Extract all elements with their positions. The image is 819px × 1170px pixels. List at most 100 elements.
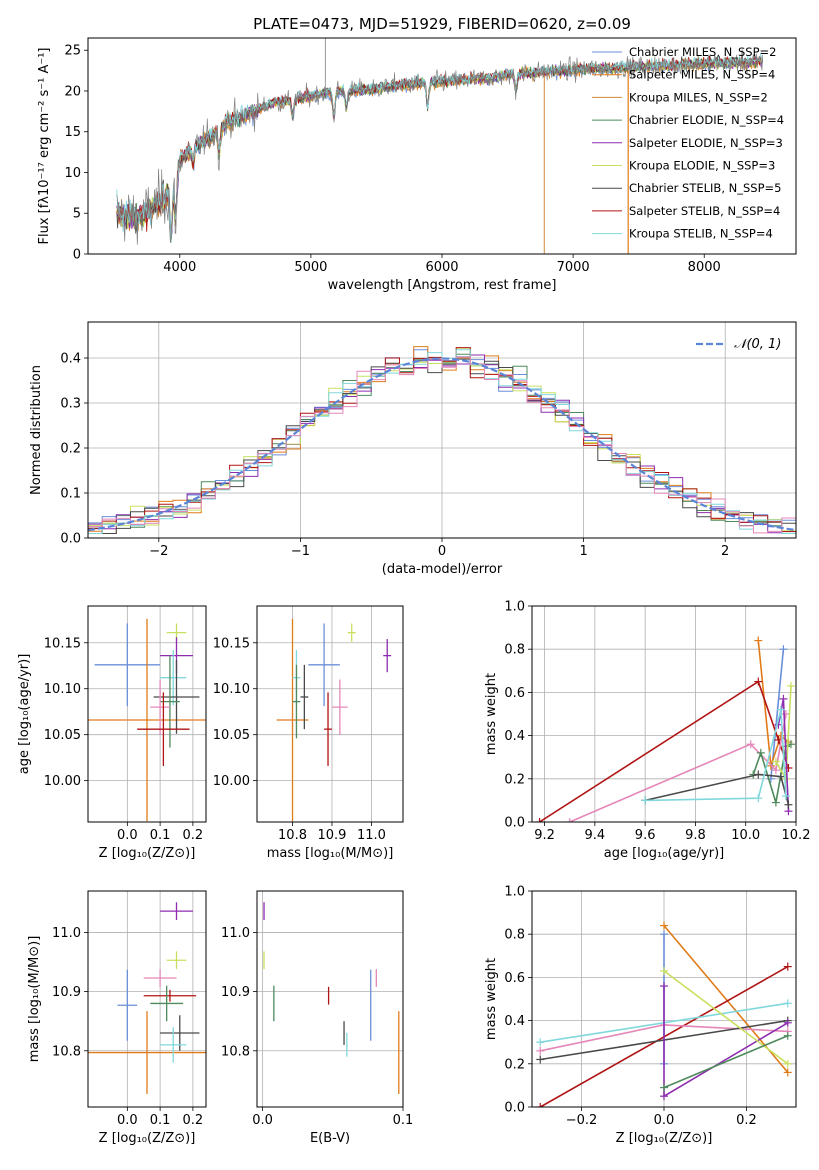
x-axis-label: E(B-V) — [310, 1131, 350, 1146]
plot-area-mass_vs_Z — [88, 891, 206, 1107]
x-axis-label: age [log₁₀(age/yr)] — [604, 846, 725, 861]
x-tick-label: 6000 — [425, 260, 458, 275]
y-tick-label: 0.2 — [504, 1057, 525, 1072]
x-tick-label: 10.2 — [782, 828, 811, 843]
legend-label: Kroupa ELODIE, N_SSP=3 — [629, 159, 775, 173]
y-tick-label: 10.00 — [213, 774, 250, 789]
x-tick-label: 9.8 — [685, 828, 706, 843]
axes-frame — [531, 890, 797, 1108]
x-tick-label: −2 — [149, 544, 168, 559]
axes-frame — [531, 605, 797, 823]
x-axis-label: mass [log₁₀(M/M⊙)] — [267, 846, 394, 861]
y-tick-label: 0.3 — [60, 397, 81, 412]
x-tick-label: 0.0 — [117, 1113, 138, 1128]
weight-series-line — [644, 773, 790, 805]
legend-label: Chabrier ELODIE, N_SSP=4 — [629, 113, 784, 127]
y-tick-label: 5 — [73, 207, 81, 222]
x-tick-label: 1 — [579, 544, 587, 559]
legend-label: Salpeter ELODIE, N_SSP=3 — [629, 136, 783, 150]
plot-area-mass_vs_ebv — [257, 891, 403, 1107]
x-tick-label: −0.2 — [566, 1113, 598, 1128]
histogram-step — [88, 356, 796, 538]
y-tick-label: 1.0 — [504, 885, 525, 900]
y-tick-label: 10.15 — [213, 636, 250, 651]
chart-age_vs_mass: 10.8 10.9 11.0 10.00 10.05 10.10 10.15 mass [lo… — [213, 605, 404, 861]
y-tick-label: 10.8 — [221, 1044, 250, 1059]
y-axis-label: mass weight — [484, 673, 499, 755]
y-axis-label: Flux [fλ10⁻¹⁷ erg cm⁻² s⁻¹ A⁻¹] — [37, 48, 52, 245]
y-tick-label: 0.4 — [60, 352, 81, 367]
y-tick-label: 10.05 — [44, 728, 81, 743]
chart-mass_vs_ebv: 0.0 0.1 10.8 10.9 11.0 E(B-V) — [221, 890, 413, 1146]
chart-weight_vs_age: 9.2 9.4 9.6 9.8 10.0 10.2 0.0 0.2 0.4 0.6 0.8 1.0 ag… — [484, 600, 810, 862]
legend-label: Chabrier STELIB, N_SSP=5 — [629, 181, 781, 195]
x-axis-label: Z [log₁₀(Z/Z⊙)] — [99, 1131, 196, 1146]
x-tick-label: 4000 — [163, 260, 196, 275]
chart-weight_vs_Z: −0.2 0.0 0.2 0.0 0.2 0.4 0.6 0.8 1.0 Z [log₁₀(Z/Z… — [484, 885, 797, 1146]
x-tick-label: 0.0 — [252, 1113, 273, 1128]
plot-area-age_vs_Z — [88, 606, 206, 822]
y-tick-label: 10.15 — [44, 636, 81, 651]
x-tick-label: 9.2 — [534, 828, 555, 843]
y-tick-label: 0.8 — [504, 928, 525, 943]
x-tick-label: 0.0 — [654, 1113, 675, 1128]
weight-series-line — [645, 709, 787, 802]
y-tick-label: 10.00 — [44, 774, 81, 789]
y-tick-label: 10.9 — [52, 985, 81, 1000]
y-axis-label: mass weight — [484, 958, 499, 1040]
y-tick-label: 0.6 — [504, 971, 525, 986]
legend-label: Salpeter STELIB, N_SSP=4 — [629, 204, 780, 218]
y-tick-label: 11.0 — [52, 926, 81, 941]
axes-frame — [256, 890, 404, 1108]
axes-frame — [87, 890, 207, 1108]
y-tick-label: 20 — [64, 84, 81, 99]
plot-area-age_vs_mass — [257, 606, 403, 822]
x-tick-label: 0.1 — [150, 828, 171, 843]
weight-series-line — [539, 680, 790, 822]
axes-frame — [87, 321, 797, 539]
axes-frame — [87, 37, 797, 255]
weight-series-line — [663, 970, 789, 1065]
y-tick-label: 0 — [73, 248, 81, 263]
y-axis-label: age [log₁₀(age/yr)] — [17, 654, 32, 775]
y-tick-label: 0.0 — [504, 1101, 525, 1116]
legend-label: Kroupa STELIB, N_SSP=4 — [629, 227, 773, 241]
plot-area-weight_vs_Z — [532, 891, 796, 1107]
x-tick-label: 11.0 — [357, 828, 386, 843]
y-tick-label: 0.4 — [504, 1014, 525, 1029]
legend-label: Salpeter MILES, N_SSP=4 — [629, 68, 775, 82]
x-tick-label: 0.2 — [736, 1113, 757, 1128]
chart-mass_vs_Z: 0.0 0.1 0.2 10.8 10.9 11.0 Z [log₁₀(Z/Z⊙)] mass… — [27, 890, 207, 1146]
chart-age_vs_Z: 0.0 0.1 0.2 10.00 10.05 10.10 10.15 Z [log₁₀(Z/… — [17, 605, 207, 861]
plot-area-spectrum — [116, 38, 764, 254]
observed-spectrum-line — [116, 49, 764, 245]
y-tick-label: 10.9 — [221, 985, 250, 1000]
y-tick-label: 0.1 — [60, 487, 81, 502]
x-axis-label: wavelength [Angstrom, rest frame] — [328, 278, 557, 293]
y-axis-label: Normed distribution — [29, 365, 44, 495]
y-tick-label: 10.8 — [52, 1044, 81, 1059]
y-tick-label: 1.0 — [504, 600, 525, 615]
chart-spectrum: 4000 5000 6000 7000 8000 0 5 10 15 20 25 wavelength… — [37, 15, 797, 293]
x-axis-label: Z [log₁₀(Z/Z⊙)] — [616, 1131, 713, 1146]
x-tick-label: 5000 — [294, 260, 327, 275]
y-tick-label: 0.8 — [504, 643, 525, 658]
x-tick-label: 7000 — [557, 260, 590, 275]
y-tick-label: 10.10 — [44, 682, 81, 697]
y-tick-label: 10.10 — [213, 682, 250, 697]
x-tick-label: 10.8 — [278, 828, 307, 843]
y-tick-label: 25 — [64, 44, 81, 59]
legend-label: Chabrier MILES, N_SSP=2 — [629, 45, 776, 59]
y-axis-label: mass [log₁₀(M/M⊙)] — [27, 936, 42, 1063]
weight-series-line — [569, 713, 787, 822]
x-tick-label: 2 — [721, 544, 729, 559]
y-tick-label: 15 — [64, 125, 81, 140]
weight-series-line — [663, 1034, 789, 1089]
x-tick-label: 9.4 — [585, 828, 606, 843]
x-tick-label: 10.9 — [317, 828, 346, 843]
y-tick-label: 10 — [64, 166, 81, 181]
x-tick-label: 0.2 — [183, 828, 204, 843]
plot-area-residuals — [88, 322, 796, 538]
x-tick-label: 0.0 — [117, 828, 138, 843]
